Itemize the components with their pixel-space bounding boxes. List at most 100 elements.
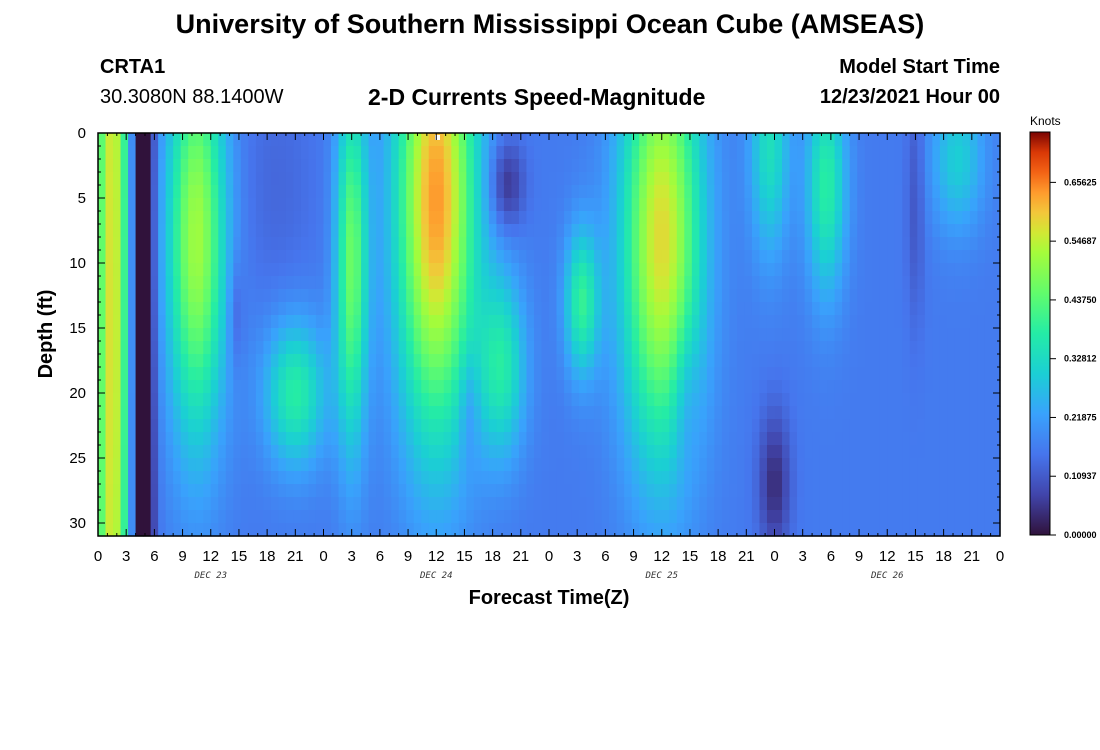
heatmap-cell: [812, 159, 821, 173]
heatmap-cell: [270, 250, 279, 264]
heatmap-cell: [240, 172, 249, 186]
heatmap-cell: [992, 198, 1001, 212]
heatmap-cell: [270, 159, 279, 173]
heatmap-cell: [488, 510, 497, 524]
heatmap-cell: [315, 510, 325, 524]
heatmap-cell: [451, 432, 460, 446]
x-tick-label: 3: [573, 548, 581, 565]
heatmap-cell: [346, 367, 355, 381]
heatmap-cell: [624, 471, 633, 485]
heatmap-cell: [428, 146, 437, 160]
heatmap-cell: [842, 224, 851, 238]
heatmap-cell: [338, 367, 347, 381]
heatmap-cell: [864, 380, 873, 394]
heatmap-cell: [270, 341, 279, 355]
heatmap-cell: [263, 419, 272, 433]
heatmap-cell: [812, 523, 821, 537]
heatmap-cell: [939, 458, 948, 472]
heatmap-cell: [346, 133, 355, 147]
x-tick-label: 0: [319, 548, 327, 565]
heatmap-cell: [954, 172, 964, 186]
heatmap-cell: [135, 263, 144, 277]
heatmap-cell: [872, 302, 881, 316]
heatmap-cell: [894, 198, 903, 212]
heatmap-cell: [624, 354, 633, 368]
heatmap-cell: [962, 185, 971, 199]
heatmap-cell: [586, 432, 595, 446]
heatmap-cell: [135, 172, 144, 186]
heatmap-cell: [511, 237, 520, 251]
heatmap-cell: [98, 146, 107, 160]
heatmap-cell: [368, 263, 377, 277]
heatmap-cell: [413, 133, 422, 147]
heatmap-cell: [849, 328, 858, 342]
y-tick-label: 30: [69, 515, 86, 532]
heatmap-cell: [173, 484, 182, 498]
heatmap-cell: [947, 159, 956, 173]
heatmap-cell: [481, 133, 490, 147]
heatmap-cell: [331, 224, 340, 238]
heatmap-cell: [609, 263, 618, 277]
heatmap-cell: [218, 133, 227, 147]
heatmap-cell: [398, 159, 407, 173]
heatmap-cell: [947, 367, 956, 381]
heatmap-cell: [744, 211, 753, 225]
heatmap-cell: [782, 445, 791, 459]
heatmap-cell: [188, 133, 197, 147]
heatmap-cell: [158, 159, 167, 173]
colorbar-tick-label: 0.32812: [1064, 354, 1097, 364]
heatmap-cell: [864, 237, 873, 251]
heatmap-cell: [714, 263, 723, 277]
heatmap-cell: [797, 224, 806, 238]
heatmap-cell: [398, 289, 407, 303]
heatmap-cell: [188, 328, 197, 342]
heatmap-cell: [631, 393, 640, 407]
heatmap-cell: [789, 198, 798, 212]
heatmap-cell: [631, 328, 640, 342]
heatmap-cell: [887, 484, 896, 498]
heatmap-cell: [631, 146, 640, 160]
heatmap-cell: [233, 484, 242, 498]
heatmap-cell: [248, 289, 257, 303]
heatmap-cell: [616, 276, 625, 290]
heatmap-cell: [511, 380, 520, 394]
heatmap-cell: [308, 133, 317, 147]
heatmap-cell: [729, 354, 738, 368]
heatmap-cell: [909, 367, 918, 381]
heatmap-cell: [706, 159, 715, 173]
heatmap-cell: [624, 198, 633, 212]
heatmap-cell: [887, 341, 896, 355]
heatmap-cell: [158, 224, 167, 238]
heatmap-cell: [977, 237, 986, 251]
heatmap-cell: [639, 237, 648, 251]
heatmap-cell: [969, 224, 979, 238]
heatmap-cell: [150, 159, 159, 173]
heatmap-cell: [744, 484, 753, 498]
heatmap-cell: [849, 445, 858, 459]
heatmap-cell: [917, 159, 926, 173]
heatmap-cell: [984, 146, 994, 160]
heatmap-cell: [270, 523, 279, 537]
heatmap-cell: [218, 406, 227, 420]
heatmap-cell: [233, 237, 242, 251]
heatmap-cell: [443, 445, 452, 459]
heatmap-cell: [789, 133, 798, 147]
heatmap-cell: [233, 172, 242, 186]
heatmap-cell: [624, 406, 633, 420]
heatmap-cell: [804, 432, 813, 446]
heatmap-cell: [902, 263, 911, 277]
heatmap-cell: [398, 380, 407, 394]
heatmap-cell: [135, 380, 144, 394]
heatmap-cell: [932, 484, 941, 498]
heatmap-cell: [315, 497, 325, 511]
heatmap-cell: [308, 419, 317, 433]
heatmap-cell: [909, 263, 918, 277]
heatmap-cell: [699, 172, 708, 186]
heatmap-cell: [766, 523, 776, 537]
heatmap-cell: [932, 276, 941, 290]
heatmap-cell: [285, 302, 295, 316]
heatmap-cell: [518, 432, 528, 446]
heatmap-cell: [383, 315, 392, 329]
heatmap-cell: [699, 484, 708, 498]
heatmap-cell: [481, 302, 490, 316]
